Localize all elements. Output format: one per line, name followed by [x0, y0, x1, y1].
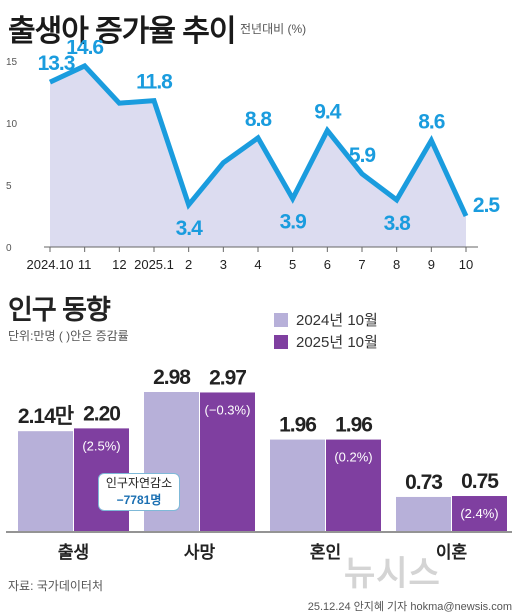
area-fill [50, 65, 466, 248]
data-label: 13.3 [38, 52, 75, 75]
data-label: 9.4 [314, 100, 342, 123]
x-tick-label: 2025.1 [134, 257, 174, 272]
x-tick-label: 11 [78, 257, 92, 272]
y-tick-label: 15 [6, 57, 18, 68]
legend-swatch-2025 [274, 334, 288, 349]
category-label: 이혼 [436, 542, 468, 562]
bar-value-label: 2.14만 [18, 405, 74, 428]
x-tick-label: 12 [112, 257, 126, 272]
x-tick-label: 6 [324, 257, 331, 272]
bar-change-label: (0.2%) [334, 450, 372, 465]
legend-swatch-2024 [274, 312, 288, 327]
bar-value-label: 0.73 [405, 471, 442, 494]
bar-value-label: 1.96 [279, 414, 316, 437]
data-label: 14.6 [66, 40, 103, 59]
category-label: 혼인 [310, 542, 341, 562]
data-label: 11.8 [136, 71, 173, 94]
x-tick-label: 8 [393, 257, 400, 272]
bar-2024 [396, 496, 451, 531]
line-chart: 0 5 10 15 2024.10 11 12 2025.1 2 3 4 5 6 7 8 9 10 13.314.… [6, 40, 501, 272]
bar-2025 [326, 439, 381, 531]
legend-label-2025: 2025년 10월 [296, 334, 378, 351]
bar-change-label: (2.5%) [82, 438, 120, 453]
bar-2024 [18, 431, 73, 531]
x-tick-label: 10 [459, 257, 473, 272]
bar-value-label: 2.97 [209, 366, 246, 389]
data-label: 3.9 [280, 211, 307, 234]
y-tick-label: 5 [6, 181, 12, 192]
data-label: 8.6 [418, 110, 445, 133]
source-text: 자료: 국가데이터처 [8, 579, 103, 593]
bar-chart-title: 인구 동향 [8, 295, 111, 325]
data-label: 3.8 [384, 212, 412, 235]
x-tick-label: 4 [254, 257, 261, 272]
bar-value-label: 2.98 [153, 366, 191, 389]
natural-decrease-callout: 인구자연감소 −7781명 [98, 473, 180, 511]
y-tick-label: 10 [6, 119, 18, 130]
x-tick-label: 2024.10 [27, 257, 74, 272]
x-tick-label: 9 [428, 257, 435, 272]
x-tick-label: 7 [358, 257, 365, 272]
callout-label: 인구자연감소 [105, 476, 173, 490]
credit-text: 25.12.24 안지혜 기자 hokma@newsis.com [307, 601, 512, 613]
bar-value-label: 2.20 [83, 402, 120, 425]
bar-change-label: (−0.3%) [205, 402, 251, 417]
line-chart-unit: 전년대비 (%) [240, 22, 307, 36]
category-label: 사망 [184, 543, 216, 562]
bar-value-label: 1.96 [335, 414, 372, 437]
bar-chart-unit: 단위:만명 ( )안은 증감률 [8, 329, 129, 343]
callout-value: −7781명 [116, 493, 162, 507]
bar-2025 [200, 392, 255, 531]
bar-value-label: 0.75 [461, 470, 499, 493]
legend-item-2025: 2025년 10월 [274, 331, 378, 352]
legend-label-2024: 2024년 10월 [296, 312, 378, 329]
data-label: 3.4 [176, 217, 204, 240]
x-tick-label: 3 [220, 257, 227, 272]
newsis-watermark: 뉴시스 [344, 555, 441, 593]
x-tick-label: 2 [185, 257, 192, 272]
data-label: 2.5 [473, 194, 501, 217]
category-label: 출생 [58, 543, 89, 562]
bar-2024 [270, 439, 325, 531]
x-tick-label: 5 [289, 257, 296, 272]
series-line [48, 62, 469, 218]
bar-change-label: (2.4%) [460, 506, 498, 521]
data-label: 8.8 [245, 108, 273, 131]
data-label: 5.9 [349, 144, 376, 167]
bar-2025 [452, 496, 507, 531]
legend-item-2024: 2024년 10월 [274, 309, 378, 330]
bar-chart: 2.14만 2.20 (2.5%) 출생 2.98 2.97 (−0.3%) 사망 1.96 1.… [6, 366, 512, 562]
y-tick-label: 0 [6, 243, 12, 254]
line-chart-title: 출생아 증가율 추이 [8, 15, 236, 48]
